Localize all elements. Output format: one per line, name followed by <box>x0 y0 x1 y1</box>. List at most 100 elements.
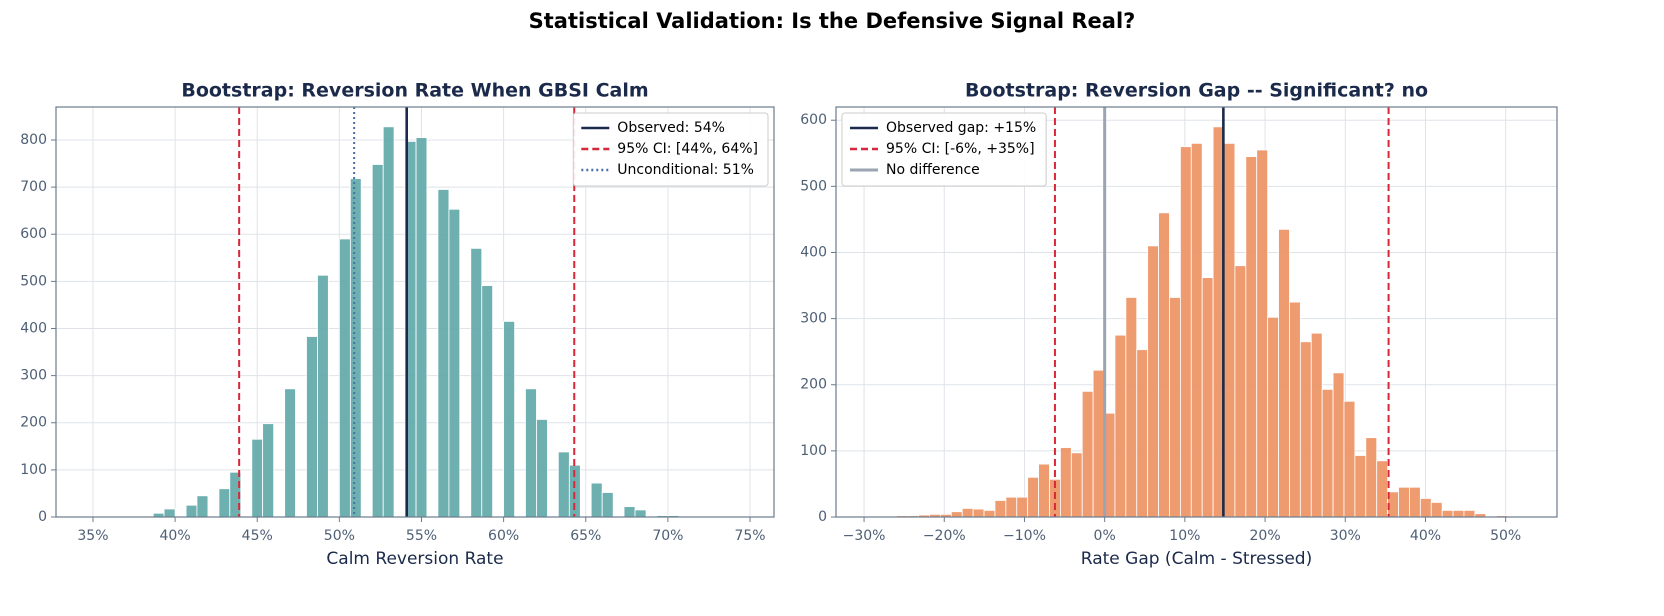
y-tick-label: 0 <box>818 509 827 525</box>
panel: Bootstrap: Reversion Rate When GBSI Calm… <box>20 80 775 569</box>
x-tick-label: 30% <box>1330 528 1361 544</box>
bar <box>306 336 318 518</box>
y-tick-label: 0 <box>38 509 47 525</box>
bar <box>1256 149 1269 518</box>
bar <box>994 500 1007 518</box>
bar <box>1201 277 1214 518</box>
bar <box>1278 228 1290 518</box>
bar <box>961 508 974 518</box>
x-tick-label: −30% <box>843 528 886 544</box>
bar <box>251 438 264 518</box>
x-tick-label: −10% <box>1003 528 1046 544</box>
x-tick-label: −20% <box>923 528 966 544</box>
bar <box>1245 156 1258 518</box>
bar <box>338 238 351 518</box>
bar <box>601 492 614 518</box>
panel-title: Bootstrap: Reversion Gap -- Significant?… <box>965 80 1428 102</box>
bar <box>1289 301 1301 518</box>
legend: Observed gap: +15% 95% CI: [-6%, +35%] No … <box>841 112 1047 187</box>
bar <box>349 178 362 518</box>
bar <box>1114 334 1127 518</box>
bar <box>972 508 985 518</box>
bar <box>1038 463 1050 518</box>
bar <box>382 126 395 518</box>
bar <box>1027 476 1039 518</box>
y-tick-label: 200 <box>800 377 827 393</box>
bar <box>317 274 329 518</box>
x-tick-label: 60% <box>488 528 519 544</box>
y-tick-label: 400 <box>800 244 827 260</box>
x-tick-label: 40% <box>160 528 191 544</box>
bar <box>1310 332 1323 518</box>
bar <box>1158 212 1170 518</box>
bar <box>1419 498 1432 518</box>
legend-label: Unconditional: 51% <box>617 162 754 178</box>
x-tick-label: 40% <box>1410 528 1441 544</box>
legend-label: No difference <box>886 162 980 178</box>
bar <box>1430 502 1443 518</box>
y-tick-label: 500 <box>800 178 827 194</box>
bar <box>1223 142 1236 518</box>
x-axis-label: Calm Reversion Rate <box>326 549 503 569</box>
bar <box>437 189 450 518</box>
figure-title: Statistical Validation: Is the Defensive… <box>529 9 1136 33</box>
bar <box>1081 390 1094 518</box>
y-tick-label: 100 <box>800 443 827 459</box>
bar <box>1452 509 1465 518</box>
x-tick-label: 20% <box>1250 528 1281 544</box>
panel-title: Bootstrap: Reversion Rate When GBSI Calm <box>181 80 648 102</box>
bar <box>590 482 603 518</box>
bar <box>1267 316 1279 518</box>
bar <box>196 495 209 518</box>
y-tick-label: 300 <box>20 368 47 384</box>
x-tick-label: 0% <box>1094 528 1116 544</box>
legend-box <box>841 112 1047 187</box>
bar <box>1060 447 1072 518</box>
bar <box>1376 460 1389 518</box>
x-tick-label: 45% <box>242 528 273 544</box>
legend-label: 95% CI: [44%, 64%] <box>617 141 758 157</box>
bar <box>185 504 198 518</box>
plot-frame <box>835 106 1558 518</box>
panel: Bootstrap: Reversion Gap -- Significant?… <box>800 80 1558 569</box>
x-tick-label: 10% <box>1169 528 1200 544</box>
bar <box>1409 486 1421 518</box>
legend: Observed: 54% 95% CI: [44%, 64%] Unconditi… <box>572 112 769 187</box>
bar <box>1343 400 1356 518</box>
bar <box>1169 297 1181 518</box>
x-tick-label: 35% <box>77 528 108 544</box>
bar <box>1125 297 1138 518</box>
bar <box>1147 245 1159 518</box>
bar <box>1463 509 1476 518</box>
y-tick-label: 600 <box>20 226 47 242</box>
bar <box>557 451 570 518</box>
bar <box>1299 341 1312 518</box>
legend-label: 95% CI: [-6%, +35%] <box>886 141 1035 157</box>
x-tick-label: 55% <box>406 528 437 544</box>
bar <box>1016 496 1029 518</box>
bar <box>1005 496 1018 518</box>
bar <box>525 388 537 518</box>
y-tick-label: 400 <box>20 320 47 336</box>
x-tick-label: 65% <box>570 528 601 544</box>
x-tick-label: 50% <box>1490 528 1521 544</box>
legend-box <box>572 112 769 187</box>
bar <box>1332 372 1345 518</box>
bar <box>623 506 636 518</box>
bar <box>983 509 996 518</box>
bar <box>1321 388 1334 518</box>
bar <box>1179 146 1192 518</box>
legend-label: Observed: 54% <box>617 120 725 136</box>
x-tick-label: 50% <box>324 528 355 544</box>
y-tick-label: 500 <box>20 273 47 289</box>
bar <box>481 285 494 518</box>
bar <box>470 247 483 518</box>
bar <box>371 164 384 518</box>
bar <box>1070 452 1083 518</box>
x-axis-label: Rate Gap (Calm - Stressed) <box>1081 549 1312 569</box>
bar <box>1398 486 1410 518</box>
y-tick-label: 700 <box>20 179 47 195</box>
bar <box>1365 437 1378 518</box>
bar <box>1354 455 1367 518</box>
x-tick-label: 75% <box>734 528 765 544</box>
